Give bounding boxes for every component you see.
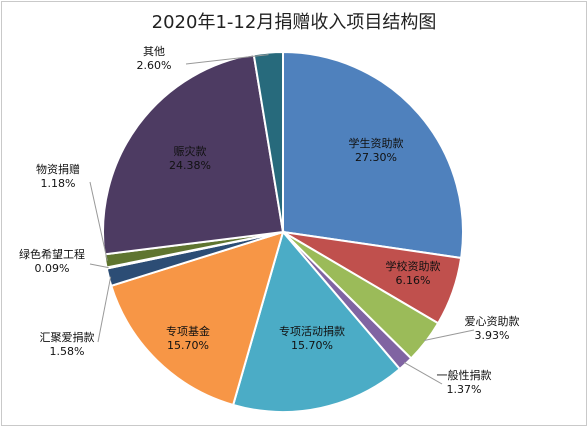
slice-label-8: 物资捐赠 1.18%: [36, 162, 80, 190]
slice-percent-5: 15.70%: [167, 339, 209, 352]
pie-slice-4: [231, 229, 402, 413]
leader-line-10: [185, 54, 269, 65]
slice-percent-2: 3.93%: [475, 329, 510, 342]
slice-percent-3: 1.37%: [447, 383, 482, 396]
leader-line-7: [89, 263, 109, 269]
slice-name-1: 学校资助款: [386, 259, 441, 273]
slice-name-2: 爱心资助款: [465, 314, 520, 328]
slice-label-7: 绿色希望工程 0.09%: [19, 247, 85, 275]
slice-name-10: 其他: [143, 45, 165, 58]
leader-line-6: [97, 276, 112, 343]
chart-title: 2020年1-12月捐赠收入项目结构图: [151, 12, 437, 33]
leader-line-3: [403, 361, 443, 385]
slice-label-5: 专项基金 15.70%: [166, 324, 210, 352]
slice-name-4: 专项活动捐款: [279, 324, 345, 338]
leader-line-2: [423, 329, 475, 341]
slice-label-2: 爱心资助款 3.93%: [465, 314, 520, 342]
pie-slice-10: [252, 50, 284, 233]
slice-name-3: 一般性捐款: [437, 368, 492, 382]
slice-label-6: 汇聚爱捐款 1.58%: [40, 330, 95, 358]
slice-name-6: 汇聚爱捐款: [40, 330, 95, 344]
slice-percent-8: 1.18%: [41, 177, 76, 190]
pie-slice-9: [101, 53, 285, 256]
slice-label-0: 学生资助款 27.30%: [349, 136, 404, 164]
slice-name-0: 学生资助款: [349, 136, 404, 150]
slice-name-7: 绿色希望工程: [19, 247, 85, 261]
pie-slice-5: [109, 230, 285, 407]
slice-percent-4: 15.70%: [291, 339, 333, 352]
leader-line-8: [89, 181, 108, 261]
slice-label-10: 其他 2.60%: [137, 45, 172, 72]
slice-percent-0: 27.30%: [355, 151, 397, 164]
slice-percent-1: 6.16%: [396, 274, 431, 287]
slice-label-1: 学校资助款 6.16%: [386, 259, 441, 287]
slice-percent-10: 2.60%: [137, 59, 172, 72]
slice-name-8: 物资捐赠: [36, 162, 80, 176]
slice-percent-9: 24.38%: [169, 159, 211, 172]
slice-name-9: 赈灾款: [174, 144, 207, 158]
slice-name-5: 专项基金: [166, 324, 210, 338]
slice-percent-6: 1.58%: [50, 345, 85, 358]
slice-label-9: 赈灾款 24.38%: [169, 144, 211, 172]
slice-label-3: 一般性捐款 1.37%: [437, 368, 492, 396]
pie-slice-0: [282, 50, 464, 260]
slice-percent-7: 0.09%: [35, 262, 70, 275]
slice-label-4: 专项活动捐款 15.70%: [279, 324, 345, 352]
